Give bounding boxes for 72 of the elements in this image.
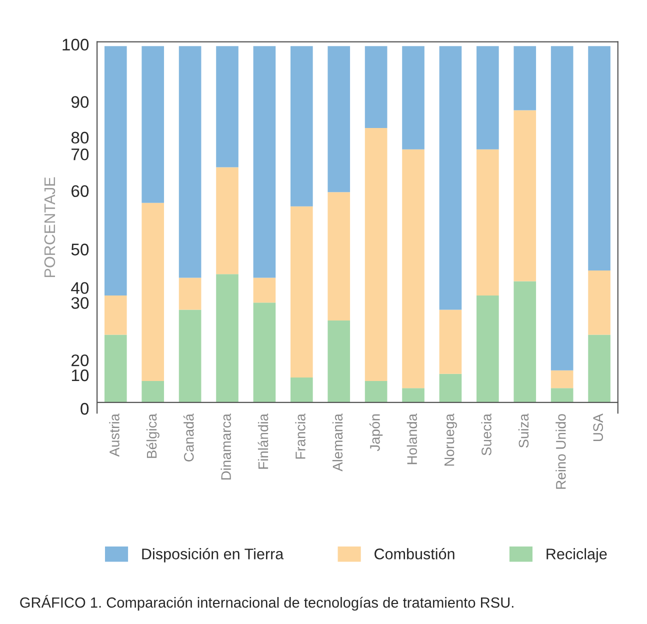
bar (104, 334, 127, 402)
text: 100 (62, 38, 89, 51)
bar (253, 46, 276, 278)
bar (216, 274, 238, 402)
bar (439, 46, 462, 310)
bar (402, 46, 424, 150)
text: 20 (72, 354, 89, 366)
x-tick-label: Japón (370, 414, 383, 452)
x-tick-label: Suecia (481, 414, 492, 456)
x-tick-label: Holanda (406, 414, 417, 464)
text: 30 (71, 297, 89, 309)
bar (514, 110, 536, 282)
text: 10 (72, 369, 89, 382)
text: 40 (71, 282, 89, 294)
x-tick-label: Canadá (183, 414, 194, 462)
bar (364, 128, 388, 382)
bar (328, 46, 350, 192)
text: GRÁFICO 1. Comparación internacional de tecnologías de tratamiento RSU. (20, 594, 514, 611)
x-tick-label: Noruega (444, 414, 457, 466)
text: 50 (71, 244, 89, 256)
bar (216, 46, 238, 168)
x-tick-label: USA (593, 414, 604, 441)
bar (439, 374, 462, 402)
legend-label: Reciclaje (546, 548, 607, 562)
text: 70 (72, 148, 89, 160)
x-tick-label: Reino Unido (556, 414, 566, 489)
bar (439, 310, 462, 374)
bar (216, 167, 238, 274)
bar (290, 46, 313, 206)
x-tick-label: Finlándia (258, 414, 268, 469)
bar (588, 46, 610, 271)
bar (550, 388, 574, 402)
bar (402, 149, 424, 388)
bar (104, 296, 127, 335)
bar (402, 388, 424, 402)
bar (588, 334, 610, 402)
bar (476, 296, 499, 402)
bar (328, 192, 350, 320)
bar (253, 278, 276, 303)
bar (550, 46, 574, 370)
x-tick-label: Bélgica (146, 414, 160, 458)
bar (142, 202, 164, 382)
x-tick-label: Dinamarca (220, 414, 231, 480)
bar (290, 206, 313, 378)
bar (328, 320, 350, 402)
text: 0 (80, 402, 89, 415)
bar (476, 149, 499, 296)
bar (550, 370, 574, 388)
bar (514, 46, 536, 110)
bar (364, 46, 388, 128)
x-tick-label: Francia (295, 414, 306, 459)
y-axis-title: PORCENTAJE (44, 177, 56, 277)
bar (104, 46, 127, 296)
text: 80 (71, 132, 89, 144)
bar (178, 46, 202, 278)
bar (178, 310, 202, 402)
x-tick-label: Austria (109, 414, 120, 457)
x-tick-label: Alemania (332, 414, 343, 472)
bar (142, 46, 164, 203)
text: 90 (71, 96, 89, 108)
bar (290, 377, 313, 402)
bar (514, 281, 536, 402)
bar (476, 46, 499, 150)
x-tick-label: Suiza (518, 414, 529, 448)
bar (364, 381, 388, 402)
text: 60 (72, 185, 89, 198)
legend-label: Combustión (374, 548, 454, 560)
bar (588, 270, 610, 335)
bar (253, 302, 276, 402)
legend-label: Disposición en Tierra (142, 548, 284, 562)
bar (178, 278, 202, 310)
bar (142, 381, 164, 402)
